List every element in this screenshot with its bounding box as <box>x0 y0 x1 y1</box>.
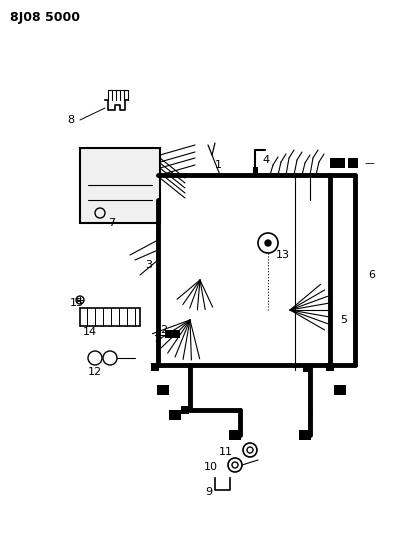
Text: 11: 11 <box>219 447 233 457</box>
Bar <box>253 167 258 175</box>
Text: 6: 6 <box>368 270 375 280</box>
Bar <box>151 363 159 371</box>
Bar <box>330 158 345 168</box>
Bar <box>169 410 181 420</box>
Bar <box>299 430 311 440</box>
Text: 10: 10 <box>204 462 218 472</box>
Bar <box>229 430 241 440</box>
Bar <box>348 158 358 168</box>
Text: 4: 4 <box>262 155 269 165</box>
Text: 13: 13 <box>276 250 290 260</box>
Bar <box>181 406 189 414</box>
Bar <box>157 385 169 395</box>
Text: 9: 9 <box>205 487 212 497</box>
Text: 8: 8 <box>67 115 74 125</box>
Text: 15: 15 <box>70 298 84 308</box>
Bar <box>334 385 346 395</box>
Bar <box>326 363 334 371</box>
Bar <box>80 148 160 223</box>
Text: 2: 2 <box>160 325 167 335</box>
Text: 14: 14 <box>83 327 97 337</box>
Text: 8J08 5000: 8J08 5000 <box>10 12 80 25</box>
Text: —: — <box>365 158 375 168</box>
Text: 5: 5 <box>340 315 347 325</box>
Text: 7: 7 <box>108 218 115 228</box>
Circle shape <box>265 240 271 246</box>
Bar <box>165 330 180 338</box>
Bar <box>80 308 140 326</box>
Bar <box>303 364 311 372</box>
Text: 3: 3 <box>145 260 152 270</box>
Text: 12: 12 <box>88 367 102 377</box>
Text: 1: 1 <box>215 160 222 170</box>
